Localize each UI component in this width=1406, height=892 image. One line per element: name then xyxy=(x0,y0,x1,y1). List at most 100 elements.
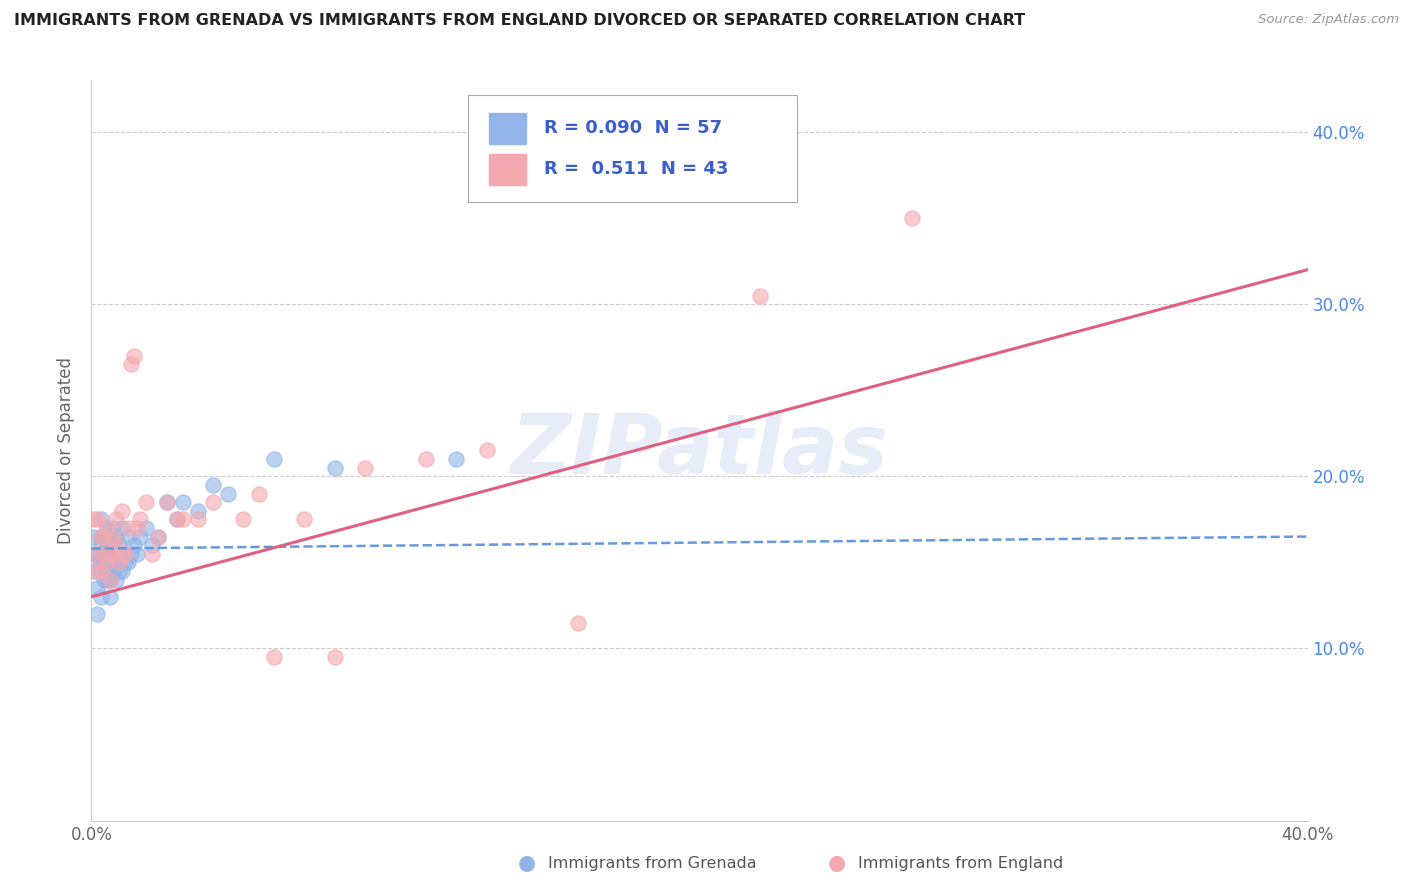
Point xyxy=(120,547,142,561)
Point xyxy=(89,564,111,578)
Point xyxy=(83,512,105,526)
FancyBboxPatch shape xyxy=(468,95,797,202)
Point xyxy=(172,512,194,526)
Point xyxy=(83,547,105,561)
Point xyxy=(141,547,163,561)
Point xyxy=(901,211,924,225)
Point xyxy=(98,590,121,604)
Point xyxy=(98,530,121,544)
Point xyxy=(96,555,118,569)
FancyBboxPatch shape xyxy=(489,113,526,144)
Point xyxy=(117,521,139,535)
Point xyxy=(114,555,136,569)
Point xyxy=(93,530,115,544)
Point xyxy=(104,512,127,526)
Point xyxy=(263,452,285,467)
Text: R = 0.090  N = 57: R = 0.090 N = 57 xyxy=(544,120,721,137)
Text: ●: ● xyxy=(828,854,845,873)
Point xyxy=(247,486,270,500)
Point xyxy=(93,547,115,561)
Point xyxy=(98,555,121,569)
Point xyxy=(93,555,115,569)
Point xyxy=(444,452,467,467)
Point xyxy=(83,530,105,544)
Point xyxy=(172,495,194,509)
Point xyxy=(156,495,179,509)
Text: ●: ● xyxy=(519,854,536,873)
Point xyxy=(187,504,209,518)
Point xyxy=(354,460,377,475)
Point xyxy=(117,530,139,544)
FancyBboxPatch shape xyxy=(489,153,526,185)
Point xyxy=(263,650,285,665)
Point xyxy=(96,573,118,587)
Point xyxy=(129,512,152,526)
Text: Immigrants from England: Immigrants from England xyxy=(858,856,1063,871)
Point xyxy=(125,521,148,535)
Point xyxy=(156,495,179,509)
Point xyxy=(86,581,108,595)
Point xyxy=(89,555,111,569)
Point xyxy=(120,357,142,371)
Point xyxy=(323,650,346,665)
Point xyxy=(148,530,170,544)
Point xyxy=(104,538,127,552)
Point xyxy=(166,512,188,526)
Text: IMMIGRANTS FROM GRENADA VS IMMIGRANTS FROM ENGLAND DIVORCED OR SEPARATED CORRELA: IMMIGRANTS FROM GRENADA VS IMMIGRANTS FR… xyxy=(14,13,1025,29)
Point xyxy=(101,555,124,569)
Y-axis label: Divorced or Separated: Divorced or Separated xyxy=(58,357,76,544)
Point xyxy=(98,547,121,561)
Point xyxy=(98,573,121,587)
Point xyxy=(148,530,170,544)
Point xyxy=(202,495,225,509)
Point xyxy=(101,538,124,552)
Point xyxy=(101,564,124,578)
Point xyxy=(111,521,134,535)
Point xyxy=(217,486,239,500)
Point xyxy=(111,504,134,518)
Point xyxy=(749,288,772,302)
Point xyxy=(323,460,346,475)
Point xyxy=(141,538,163,552)
Point xyxy=(114,547,136,561)
Point xyxy=(96,521,118,535)
Text: Source: ZipAtlas.com: Source: ZipAtlas.com xyxy=(1258,13,1399,27)
Point xyxy=(111,547,134,561)
Point xyxy=(96,547,118,561)
Point xyxy=(135,495,157,509)
Point xyxy=(98,573,121,587)
Point xyxy=(86,564,108,578)
Point xyxy=(166,512,188,526)
Point xyxy=(187,512,209,526)
Point xyxy=(89,564,111,578)
Point xyxy=(111,547,134,561)
Point xyxy=(96,564,118,578)
Point xyxy=(89,530,111,544)
Point xyxy=(96,521,118,535)
Point xyxy=(129,530,152,544)
Point xyxy=(98,547,121,561)
Point xyxy=(107,564,129,578)
Point xyxy=(104,555,127,569)
Point xyxy=(96,538,118,552)
Point xyxy=(104,573,127,587)
Point xyxy=(104,530,127,544)
Point xyxy=(89,590,111,604)
Text: Immigrants from Grenada: Immigrants from Grenada xyxy=(548,856,756,871)
Point xyxy=(93,547,115,561)
Text: ZIPatlas: ZIPatlas xyxy=(510,410,889,491)
Point xyxy=(86,607,108,621)
Point xyxy=(89,538,111,552)
Point xyxy=(83,547,105,561)
Point xyxy=(107,555,129,569)
Point xyxy=(567,615,589,630)
Point xyxy=(93,573,115,587)
Point xyxy=(125,547,148,561)
Point xyxy=(232,512,254,526)
Point xyxy=(122,349,145,363)
Point xyxy=(475,443,498,458)
Point xyxy=(86,547,108,561)
Point xyxy=(93,530,115,544)
Point xyxy=(107,538,129,552)
Point xyxy=(89,530,111,544)
